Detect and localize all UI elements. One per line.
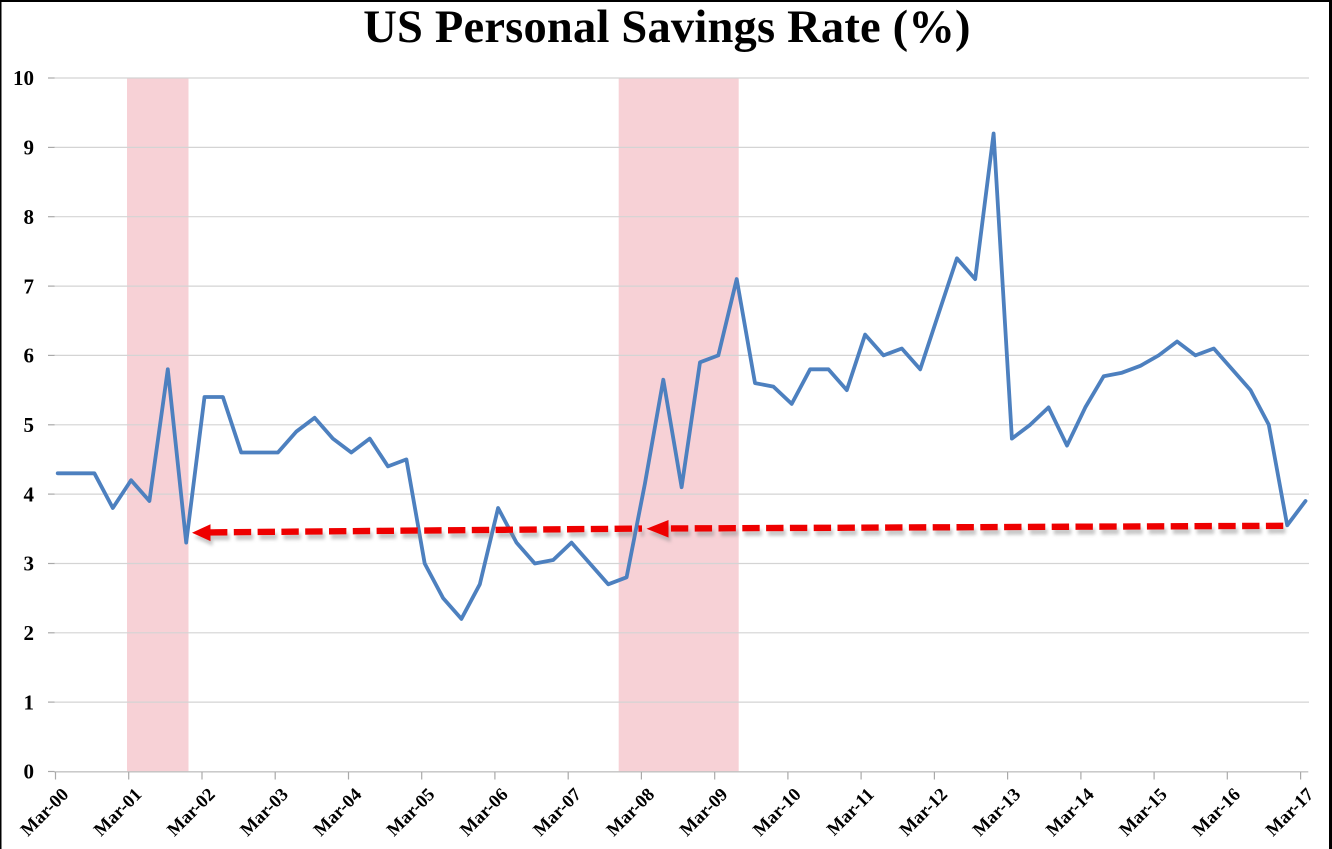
svg-text:US Personal Savings Rate (%): US Personal Savings Rate (%): [363, 2, 971, 53]
svg-text:5: 5: [24, 413, 35, 437]
svg-text:6: 6: [24, 344, 35, 368]
svg-text:9: 9: [24, 136, 35, 160]
svg-text:10: 10: [13, 66, 34, 90]
svg-text:7: 7: [24, 274, 35, 298]
svg-text:3: 3: [24, 552, 35, 576]
svg-text:0: 0: [24, 760, 35, 784]
svg-text:8: 8: [24, 205, 35, 229]
svg-text:2: 2: [24, 621, 35, 645]
svg-text:1: 1: [24, 690, 35, 714]
svg-text:4: 4: [24, 482, 35, 506]
